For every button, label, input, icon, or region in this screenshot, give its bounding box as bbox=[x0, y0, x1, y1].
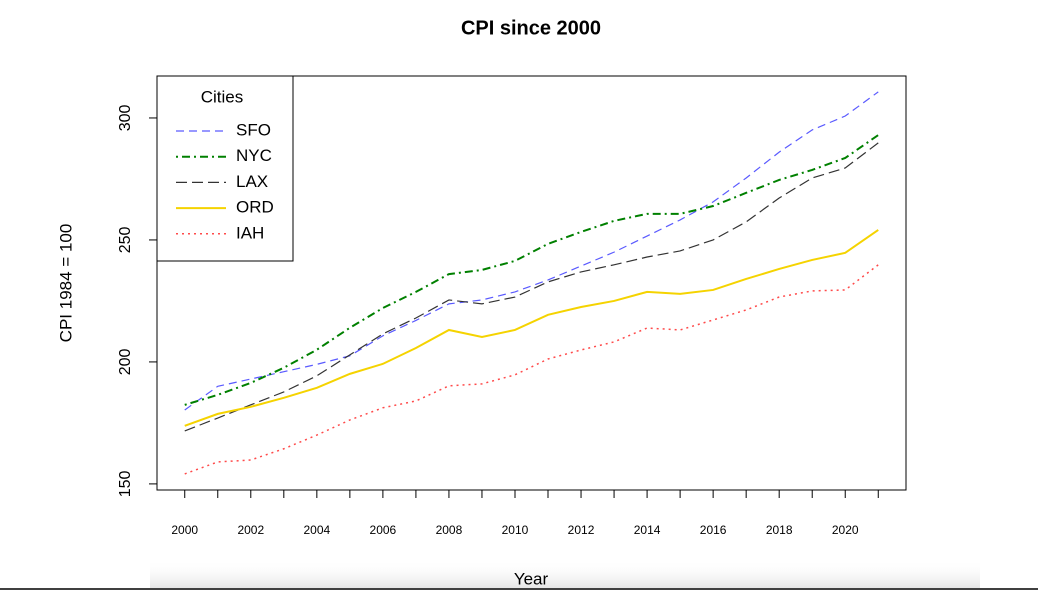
x-tick-label: 2002 bbox=[237, 523, 264, 537]
legend-label: ORD bbox=[236, 198, 274, 217]
series-line bbox=[184, 134, 879, 406]
y-tick-label: 150 bbox=[117, 470, 134, 497]
plot-frame bbox=[156, 75, 907, 491]
x-tick-label: 2006 bbox=[370, 523, 397, 537]
y-tick-label: 300 bbox=[117, 105, 134, 132]
series-line bbox=[184, 142, 879, 432]
legend-label: IAH bbox=[236, 223, 264, 242]
legend-box bbox=[156, 75, 294, 262]
x-tick-label: 2010 bbox=[502, 523, 529, 537]
x-tick-label: 2004 bbox=[303, 523, 330, 537]
legend-label: LAX bbox=[236, 172, 268, 191]
series-line bbox=[184, 229, 879, 427]
y-tick-label: 200 bbox=[117, 348, 134, 375]
x-tick-label: 2012 bbox=[568, 523, 595, 537]
screen-shade bbox=[150, 560, 980, 588]
y-tick-label: 250 bbox=[117, 226, 134, 253]
x-tick-label: 2018 bbox=[766, 523, 793, 537]
legend-label: NYC bbox=[236, 146, 272, 165]
x-tick-label: 2000 bbox=[171, 523, 198, 537]
x-tick-label: 2014 bbox=[634, 523, 661, 537]
y-axis-label: CPI 1984 = 100 bbox=[56, 224, 75, 343]
legend-label: SFO bbox=[236, 120, 271, 139]
series-line bbox=[184, 264, 879, 475]
chart-title: CPI since 2000 bbox=[461, 17, 601, 39]
x-axis-label: Year bbox=[514, 569, 549, 588]
x-tick-label: 2016 bbox=[700, 523, 727, 537]
x-tick-label: 2020 bbox=[832, 523, 859, 537]
legend-title: Cities bbox=[201, 87, 244, 106]
x-tick-label: 2008 bbox=[436, 523, 463, 537]
